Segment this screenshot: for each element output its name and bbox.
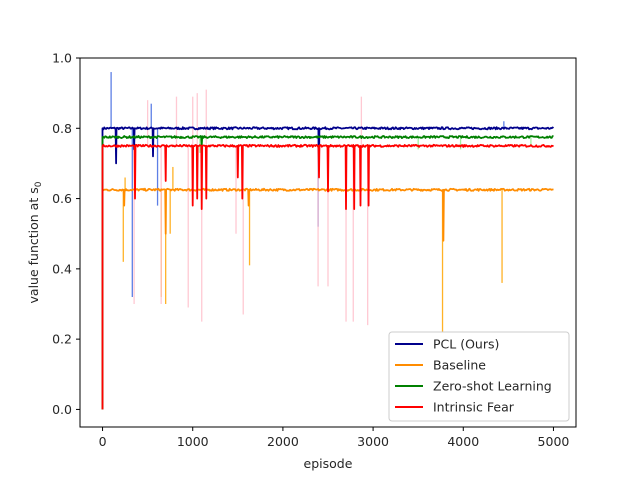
x-tick-label: 3000 [357, 434, 389, 449]
legend-label-zero-shot-learning: Zero-shot Learning [433, 379, 552, 394]
y-tick-label: 0.0 [52, 402, 72, 417]
axes-frame [79, 57, 577, 428]
y-tick-label: 1.0 [52, 51, 72, 66]
x-tick-label: 5000 [538, 434, 570, 449]
y-tick-label: 0.6 [52, 191, 72, 206]
legend-label-intrinsic-fear: Intrinsic Fear [433, 400, 515, 415]
baseline-mean-line [101, 187, 554, 410]
y-axis-label-subscript: 0 [34, 181, 44, 187]
y-tick-label: 0.4 [52, 261, 72, 276]
x-tick-label: 4000 [447, 434, 479, 449]
legend-label-pcl-ours: PCL (Ours) [433, 337, 499, 352]
intrinsic-fear-mean-line [101, 143, 554, 410]
legend-label-baseline: Baseline [433, 358, 486, 373]
x-axis: 0 1000 2000 3000 4000 5000 [99, 427, 570, 449]
y-tick-label: 0.2 [52, 332, 72, 347]
y-axis-label: value function at s0 [26, 181, 44, 303]
pcl-ours-mean-line [101, 126, 555, 410]
x-tick-label: 2000 [267, 434, 299, 449]
x-axis-label: episode [304, 456, 353, 471]
plot-area [101, 72, 555, 410]
legend: PCL (Ours) Baseline Zero-shot Learning Intr… [388, 331, 570, 422]
x-tick-label: 0 [99, 434, 107, 449]
y-tick-label: 0.8 [52, 121, 72, 136]
zero-shot-learning-mean-line [101, 135, 554, 410]
legend-box [388, 331, 570, 422]
y-axis: 0.0 0.2 0.4 0.6 0.8 1.0 [52, 51, 80, 417]
y-axis-label-main: value function at s [26, 187, 41, 303]
x-tick-label: 1000 [177, 434, 209, 449]
